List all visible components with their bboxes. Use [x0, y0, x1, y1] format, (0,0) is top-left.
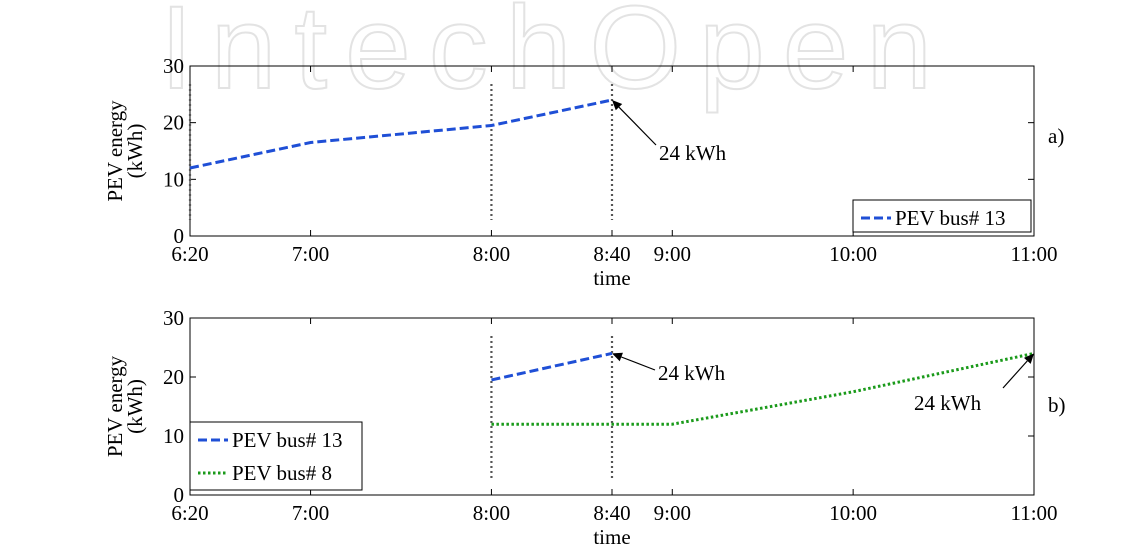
- panel-label: a): [1048, 124, 1064, 148]
- legend-entry: PEV bus# 13: [232, 428, 342, 452]
- watermark-text: IntechOpen: [160, 0, 950, 114]
- annotation-label: 24 kWh: [914, 391, 982, 415]
- legend-entry: PEV bus# 8: [232, 461, 332, 485]
- chart-panel-a: 0 10 20 30 6:20 7:00 8:00 8:40 9:00 10:00 11:00 tim…: [103, 54, 1064, 290]
- y-tick-label: 10: [163, 167, 184, 191]
- x-tick-label: 9:00: [654, 242, 691, 266]
- legend-entry: PEV bus# 13: [895, 206, 1005, 230]
- x-tick-label: 7:00: [292, 501, 329, 525]
- x-tick-label: 8:00: [473, 501, 510, 525]
- x-tick-label: 8:00: [473, 242, 510, 266]
- x-axis-title: time: [593, 525, 630, 545]
- legend-box: [852, 199, 1032, 233]
- y-axis-title-line: (kWh): [123, 379, 147, 434]
- legend: PEV bus# 13 PEV bus# 8: [189, 421, 363, 491]
- annotation-label: 24 kWh: [659, 141, 727, 165]
- y-tick-label: 0: [174, 483, 185, 507]
- series-line-pev-bus-13: [491, 351, 613, 382]
- x-tick-label: 11:00: [1010, 501, 1057, 525]
- series-line-pev-bus-13: [189, 98, 613, 170]
- y-tick-label: 0: [174, 224, 185, 248]
- y-tick-label: 20: [163, 111, 184, 135]
- x-tick-label: 10:00: [829, 242, 877, 266]
- annotation-arrow-head: [612, 352, 623, 362]
- y-tick-label: 30: [163, 306, 184, 330]
- annotation-arrow-line: [621, 356, 656, 371]
- annotation-arrow-head: [1023, 353, 1034, 364]
- y-axis-title-line: PEV energy: [103, 100, 127, 202]
- x-tick-label: 10:00: [829, 501, 877, 525]
- x-tick-label: 8:40: [593, 242, 630, 266]
- x-tick-label: 11:00: [1010, 242, 1057, 266]
- y-axis-title-line: (kWh): [123, 124, 147, 179]
- x-tick-label: 9:00: [654, 501, 691, 525]
- y-tick-label: 20: [163, 365, 184, 389]
- panel-label: b): [1048, 393, 1066, 417]
- x-tick-label: 7:00: [292, 242, 329, 266]
- x-tick-label: 6:20: [171, 242, 208, 266]
- y-tick-label: 10: [163, 424, 184, 448]
- legend: PEV bus# 13: [852, 199, 1032, 233]
- annotation-arrow-line: [1002, 360, 1028, 389]
- x-tick-label: 6:20: [171, 501, 208, 525]
- annotation-arrow-line: [618, 106, 657, 146]
- y-tick-label: 30: [163, 54, 184, 78]
- legend-box: [189, 421, 363, 491]
- annotation-arrow-head: [612, 100, 623, 111]
- x-axis-title: time: [593, 266, 630, 290]
- watermark: IntechOpen: [159, 0, 950, 115]
- annotation-label: 24 kWh: [658, 361, 726, 385]
- x-tick-label: 8:40: [593, 501, 630, 525]
- y-axis-title-line: PEV energy: [103, 355, 127, 457]
- chart-panel-b: 0 10 20 30 6:20 7:00 8:00 8:40 9:00 10:00 11:00 tim…: [103, 306, 1066, 545]
